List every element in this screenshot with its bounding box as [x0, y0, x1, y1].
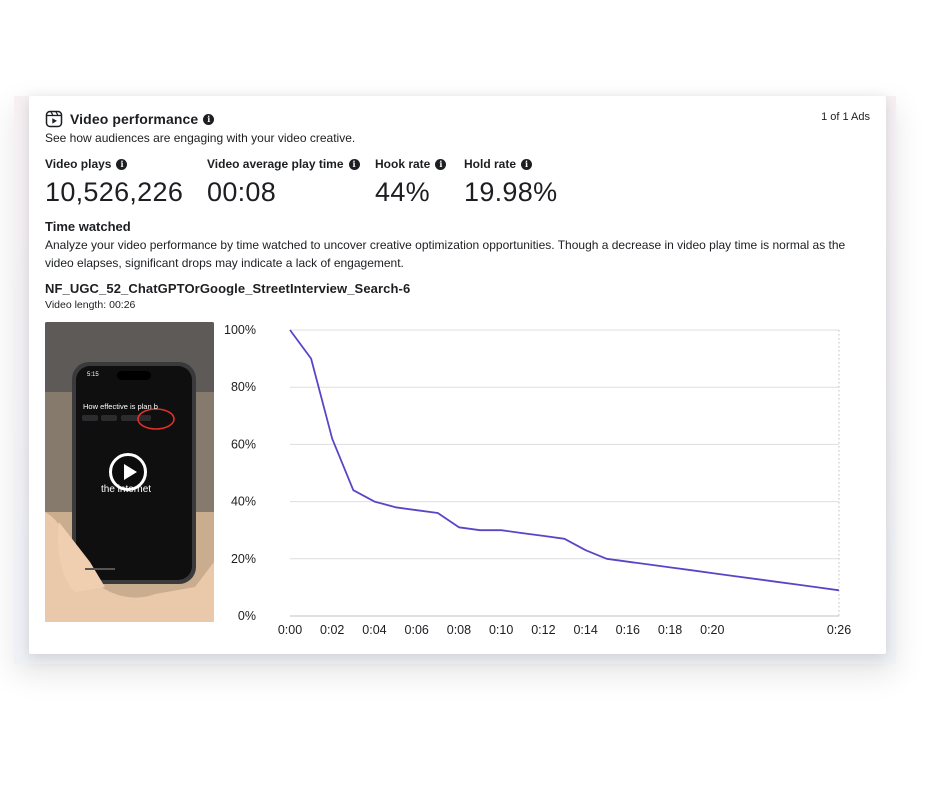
time-watched-title: Time watched	[45, 219, 131, 234]
y-tick-label: 60%	[231, 437, 256, 451]
metric-video-plays: Video plays i 10,526,226	[45, 157, 183, 208]
x-tick-label: 0:02	[320, 623, 344, 637]
video-performance-card: Video performance i See how audiences ar…	[29, 96, 886, 654]
thumbnail-question: How effective is plan b	[83, 402, 158, 411]
metric-label: Hook rate	[375, 157, 431, 171]
x-tick-label: 0:06	[405, 623, 429, 637]
video-reel-icon	[45, 110, 63, 128]
x-tick-label: 0:12	[531, 623, 555, 637]
thumbnail-caption: the internet	[101, 484, 152, 495]
card-subtitle: See how audiences are engaging with your…	[45, 131, 356, 145]
video-length-label: Video length:	[45, 299, 107, 311]
x-tick-label: 0:20	[700, 623, 724, 637]
ad-name: NF_UGC_52_ChatGPTOrGoogle_StreetIntervie…	[45, 281, 411, 296]
x-tick-label: 0:10	[489, 623, 513, 637]
thumbnail-scene	[45, 322, 214, 622]
info-icon[interactable]: i	[521, 158, 533, 170]
x-tick-label: 0:04	[362, 623, 386, 637]
metric-label: Video average play time	[207, 157, 344, 171]
y-tick-label: 0%	[238, 609, 256, 623]
metric-average-play-time: Video average play time i 00:08	[207, 157, 360, 208]
y-tick-label: 80%	[231, 380, 256, 394]
card-header: Video performance i	[45, 110, 215, 128]
metric-label: Hold rate	[464, 157, 517, 171]
metric-value: 44%	[375, 177, 430, 207]
x-tick-label: 0:14	[573, 623, 597, 637]
info-icon[interactable]: i	[116, 158, 128, 170]
y-tick-label: 100%	[224, 323, 256, 337]
info-icon[interactable]: i	[435, 158, 447, 170]
video-length-value: 00:26	[109, 299, 136, 311]
x-tick-label: 0:18	[658, 623, 682, 637]
info-icon[interactable]: i	[348, 158, 360, 170]
time-watched-description: Analyze your video performance by time w…	[45, 238, 846, 270]
card-title: Video performance	[70, 111, 199, 127]
y-tick-label: 40%	[231, 495, 256, 509]
metric-value: 00:08	[207, 177, 277, 207]
ads-count: 1 of 1 Ads	[821, 111, 870, 123]
video-thumbnail[interactable]: How effective is plan b 5:15 the interne…	[45, 322, 214, 622]
x-tick-label: 0:16	[616, 623, 640, 637]
play-icon[interactable]	[109, 453, 147, 491]
retention-line	[289, 329, 840, 592]
thumbnail-clock: 5:15	[87, 372, 99, 378]
metric-value: 10,526,226	[45, 177, 184, 207]
metric-hook-rate: Hook rate i 44%	[375, 157, 447, 208]
metric-label: Video plays	[45, 157, 112, 171]
metric-hold-rate: Hold rate i 19.98%	[464, 157, 557, 208]
x-tick-label: 0:08	[447, 623, 471, 637]
x-tick-label: 0:00	[278, 623, 302, 637]
video-length: Video length: 00:26	[45, 299, 135, 311]
info-icon[interactable]: i	[203, 113, 215, 125]
y-tick-label: 20%	[231, 552, 256, 566]
x-tick-label: 0:26	[827, 623, 851, 637]
time-watched-chart: 0% 20% 40% 60% 80% 100% 0:00 0:02 0:04 0:06 0:08 0:…	[224, 323, 851, 637]
metric-value: 19.98%	[464, 177, 558, 207]
